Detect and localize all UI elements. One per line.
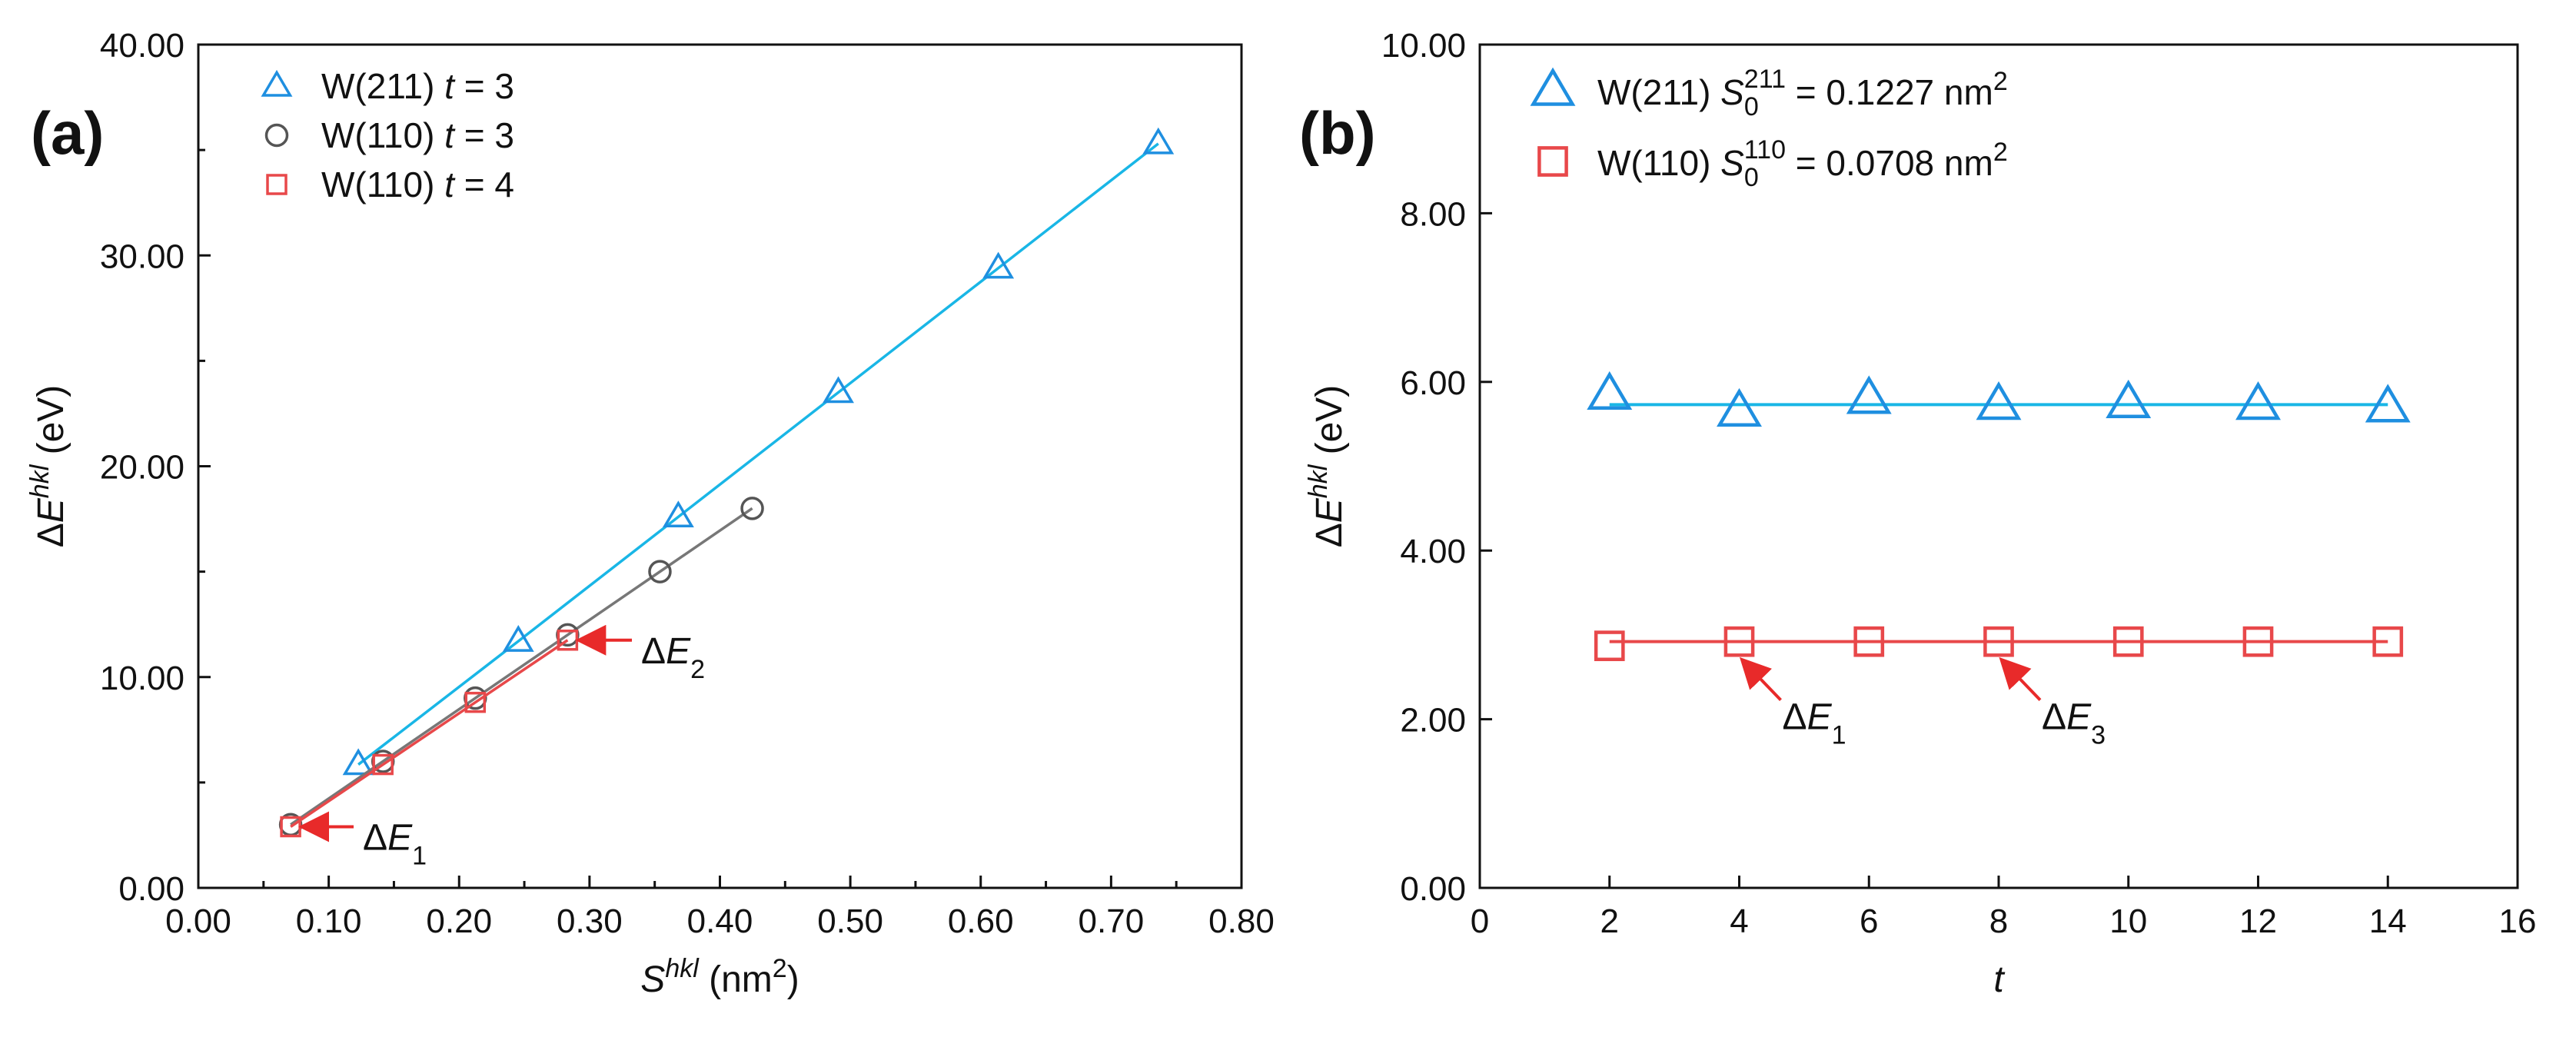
data-point [2242,626,2274,657]
x-tick-label: 10 [2109,902,2147,940]
x-axis-label: Shkl (nm2) [640,954,799,1000]
x-axis-label: t [1993,959,2005,1000]
data-point [2235,381,2281,420]
data-point [342,748,374,776]
x-tick-label: 0.50 [817,902,883,940]
data-point [1846,375,1892,414]
legend-label: W(110) t = 4 [321,165,514,204]
data-point [2365,384,2411,423]
y-tick-label: 0.00 [1400,870,1466,908]
y-tick-label: 20.00 [100,449,184,487]
data-point [982,251,1015,279]
x-tick-label: 2 [1600,902,1619,940]
y-axis-label: ΔEhkl (eV) [25,385,71,548]
x-tick-label: 0.70 [1079,902,1145,940]
y-tick-label: 2.00 [1400,702,1466,740]
x-tick-label: 8 [1989,902,2008,940]
series-line [290,639,569,828]
data-point [372,753,394,776]
y-tick-label: 4.00 [1400,533,1466,570]
y-tick-label: 8.00 [1400,195,1466,233]
legend-label: W(211) t = 3 [321,66,514,106]
legend-label: W(211) S0211 = 0.1227 nm2 [1597,65,2008,121]
data-point [1983,626,2014,657]
y-tick-label: 6.00 [1400,364,1466,402]
data-point [648,560,672,583]
legend: W(211) t = 3 W(110) t = 3 W(110) t = 4 [261,66,514,204]
panel-label: (b) [1299,99,1376,167]
legend: W(211) S0211 = 0.1227 nm2 W(110) S0110 = … [1530,65,2008,192]
x-tick-label: 14 [2369,902,2407,940]
series-1 [1594,626,2404,662]
data-point [1717,387,1762,427]
annotation-label: ΔE1 [1783,697,1846,750]
x-tick-label: 12 [2239,902,2277,940]
y-tick-label: 10.00 [1381,27,1466,65]
y-tick-label: 0.00 [118,870,184,908]
y-axis-label: ΔEhkl (eV) [1304,385,1350,548]
annotation-arrow [1739,656,1782,702]
legend-marker [266,174,288,195]
data-point [823,376,854,404]
series-0 [342,127,1175,776]
x-tick-label: 16 [2499,902,2537,940]
data-point [2372,626,2404,657]
legend-marker [1537,146,1568,177]
data-point [740,497,764,520]
data-point [662,500,694,528]
annotation-label: ΔE1 [363,817,427,870]
panel-b: 0 2 4 6 8 10 12 14 16 0.00 2.00 4.00 6.00 8.00 10.00 t Δ… [1299,27,2536,1000]
x-tick-label: 0.20 [426,902,492,940]
series-0 [1587,371,2411,427]
data-point [2106,379,2152,419]
series-line [290,507,753,826]
data-point [1142,127,1175,155]
x-tick-label: 0.30 [557,902,623,940]
x-tick-label: 6 [1860,902,1878,940]
annotation-label: ΔE2 [641,631,705,684]
data-point [1853,626,1885,657]
data-point [1594,630,1625,662]
legend-marker [1530,67,1576,106]
data-point [2112,626,2144,657]
y-tick-label: 10.00 [100,660,184,697]
x-tick-label: 0.40 [687,902,753,940]
x-tick-label: 4 [1730,902,1748,940]
data-point [1976,381,2022,420]
data-point [1723,626,1755,657]
legend-label: W(110) t = 3 [321,115,514,155]
x-tick-label: 0.10 [296,902,362,940]
x-tick-label: 0 [1471,902,1489,940]
data-point [502,625,534,652]
panel-label: (a) [31,99,104,167]
y-tick-label: 30.00 [100,238,184,275]
panel-a: 0.00 0.10 0.20 0.30 0.40 0.50 0.60 0.70 0.80 0.00… [25,27,1275,1000]
y-tick-label: 40.00 [100,27,184,65]
legend-marker [264,123,289,148]
data-point [1587,371,1633,411]
legend-marker [261,69,293,97]
x-tick-label: 0.60 [948,902,1014,940]
series-line [357,142,1159,766]
x-tick-label: 0.00 [165,902,231,940]
data-point [464,691,487,713]
annotation-label: ΔE3 [2042,697,2106,750]
series-2 [280,630,579,838]
legend-label: W(110) S0110 = 0.0708 nm2 [1597,135,2008,192]
annotation-arrow [1999,656,2042,702]
x-tick-label: 0.80 [1208,902,1275,940]
